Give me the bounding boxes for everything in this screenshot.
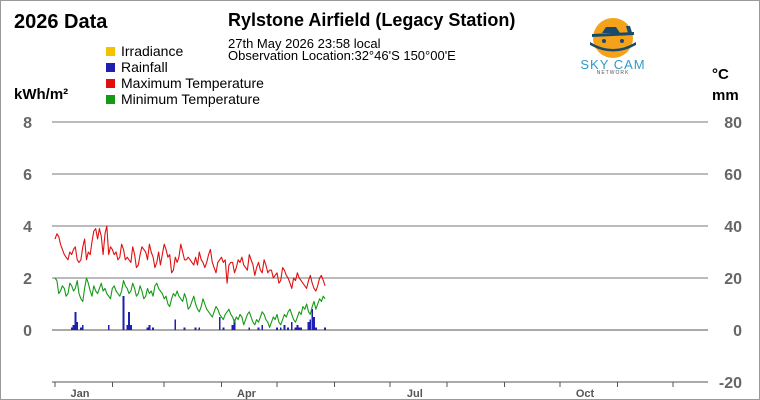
observation-location: Observation Location:32°46'S 150°00'E: [228, 48, 456, 63]
sun-plane-icon: [590, 18, 636, 58]
legend-swatch-min-temp: [106, 94, 115, 104]
min-temperature-line: [54, 277, 326, 328]
rainfall-bar: [276, 327, 278, 330]
temperature-lines: [54, 225, 326, 328]
logo-subtitle: NETWORK: [596, 70, 630, 76]
rainfall-bar: [294, 327, 297, 330]
right-tick-label: 0: [733, 323, 742, 340]
rainfall-bar: [309, 319, 312, 330]
rainfall-bar: [279, 327, 282, 330]
rainfall-bar: [307, 322, 310, 330]
legend-label-rainfall: Rainfall: [121, 59, 168, 75]
logo-name: SKY CAM: [580, 57, 646, 72]
legend-swatch-rainfall: [106, 62, 115, 72]
rainfall-bar: [126, 324, 129, 330]
right-axis-unit-temperature: °C: [712, 66, 729, 83]
left-tick-label: 8: [23, 115, 32, 132]
rainfall-bar: [298, 327, 301, 330]
x-axis-ticks: Jan Apr Jul Oct: [54, 382, 674, 400]
right-tick-label: 40: [724, 219, 742, 236]
rainfall-bar: [324, 327, 326, 330]
rainfall-bar: [72, 324, 75, 330]
rainfall-bar: [152, 327, 154, 330]
rainfall-bar: [128, 311, 130, 330]
left-axis-ticks: 0 2 4 6 8: [23, 115, 32, 340]
rainfall-bar: [174, 319, 177, 330]
legend-label-irradiance: Irradiance: [121, 43, 184, 59]
max-temperature-line: [54, 225, 326, 292]
rainfall-bar: [70, 327, 73, 330]
rainfall-bar: [231, 324, 234, 330]
right-tick-label: 80: [724, 115, 742, 132]
rainfall-bar: [314, 327, 317, 330]
right-axis-ticks: -20 0 20 40 60 80: [719, 115, 742, 392]
gridlines: [52, 121, 708, 383]
rainfall-bar: [222, 327, 225, 330]
left-axis-unit: kWh/m²: [14, 86, 69, 103]
left-tick-label: 0: [23, 323, 32, 340]
legend-swatch-max-temp: [106, 78, 115, 88]
rainfall-bar: [311, 309, 314, 330]
right-tick-label: -20: [719, 375, 742, 392]
rainfall-bar: [80, 327, 82, 330]
right-tick-label: 60: [724, 167, 742, 184]
rainfall-bar: [283, 324, 286, 330]
legend-label-min-temp: Minimum Temperature: [121, 91, 261, 107]
rainfall-bar: [146, 327, 149, 330]
rainfall-bar: [261, 324, 264, 330]
legend-item-min-temp: Minimum Temperature: [106, 91, 260, 107]
legend-swatch-irradiance: [106, 46, 115, 56]
rainfall-bar: [74, 311, 77, 330]
legend-item-irradiance: Irradiance: [106, 43, 183, 59]
rainfall-bar: [107, 324, 110, 330]
rainfall-bar: [81, 324, 84, 330]
rainfall-bar: [122, 296, 125, 330]
left-tick-label: 4: [23, 219, 32, 236]
rainfall-bar: [233, 319, 236, 330]
legend-label-max-temp: Maximum Temperature: [121, 75, 264, 91]
rainfall-bar: [257, 327, 260, 330]
rainfall-bar: [76, 322, 79, 330]
left-tick-label: 6: [23, 167, 32, 184]
skycam-logo: SKY CAM NETWORK: [568, 12, 658, 76]
rainfall-bar: [296, 324, 299, 330]
rainfall-bars: [70, 296, 326, 330]
rainfall-bar: [129, 324, 132, 330]
rainfall-bar: [218, 317, 221, 330]
x-tick-label: Jul: [407, 388, 423, 400]
rainfall-bar: [290, 322, 293, 330]
station-title: Rylstone Airfield (Legacy Station): [228, 10, 516, 30]
left-tick-label: 2: [23, 271, 32, 288]
rainfall-bar: [198, 327, 201, 330]
year-title: 2026 Data: [14, 11, 108, 33]
rainfall-bar: [183, 327, 186, 330]
legend-item-max-temp: Maximum Temperature: [106, 75, 264, 91]
x-tick-label: Oct: [576, 388, 595, 400]
rainfall-bar: [148, 324, 151, 330]
x-tick-label: Apr: [237, 388, 257, 400]
rainfall-bar: [313, 317, 315, 330]
right-tick-label: 20: [724, 271, 742, 288]
x-tick-label: Jan: [71, 388, 90, 400]
rainfall-bar: [194, 327, 197, 330]
rainfall-bar: [300, 327, 302, 330]
rainfall-bar: [248, 327, 251, 330]
legend-item-rainfall: Rainfall: [106, 59, 168, 75]
rainfall-bar: [287, 327, 289, 330]
right-axis-unit-rainfall: mm: [712, 87, 739, 104]
observation-time: 27th May 2026 23:58 local: [228, 36, 381, 51]
